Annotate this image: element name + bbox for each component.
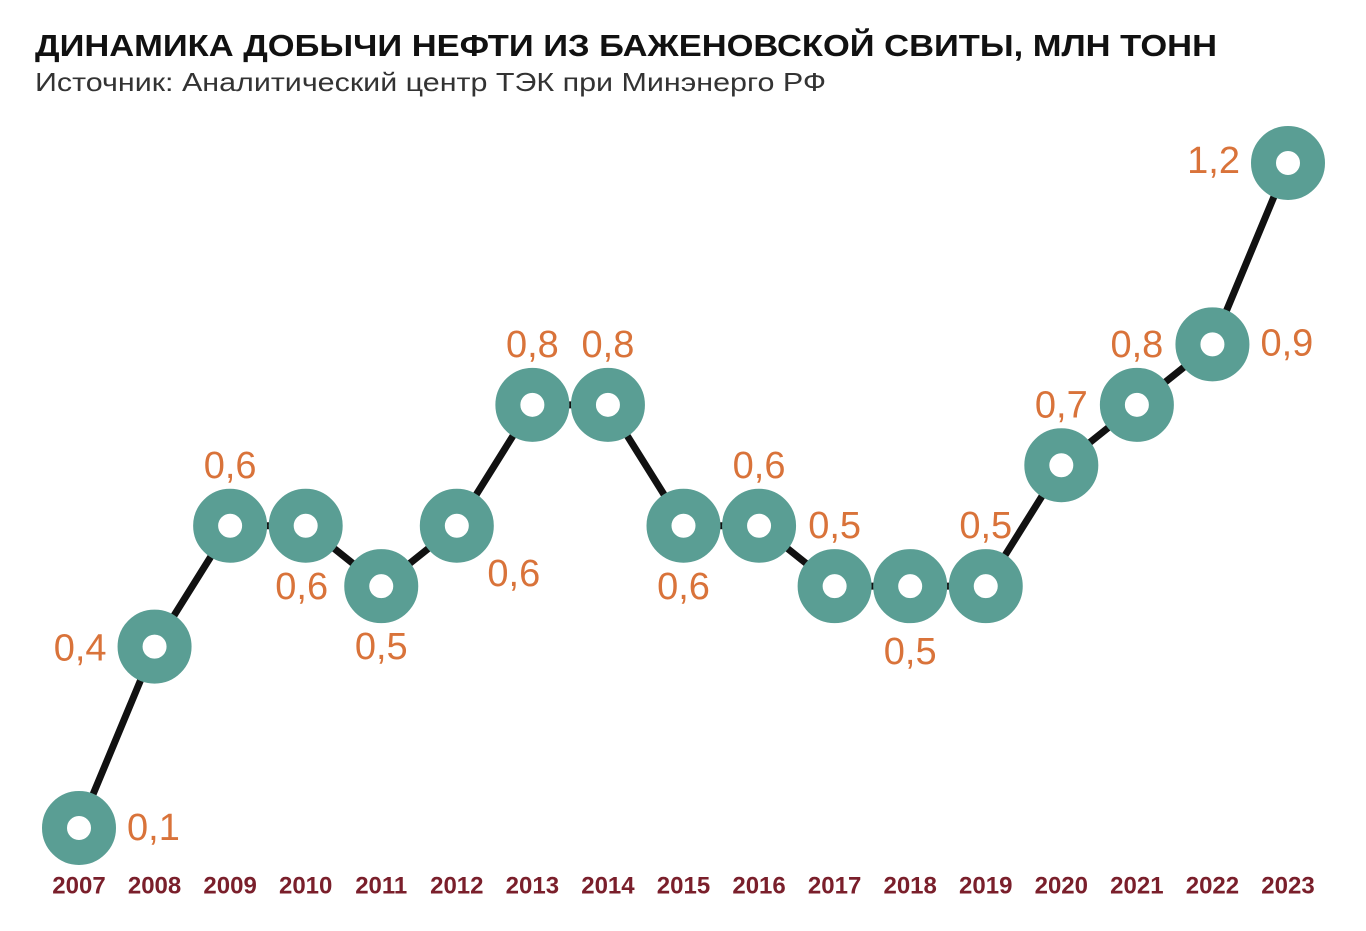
- x-tick-label: 2012: [430, 872, 483, 899]
- data-point: [1175, 307, 1250, 382]
- x-tick-label: 2018: [883, 872, 936, 899]
- data-label: 0,5: [959, 505, 1012, 547]
- data-label: 0,6: [275, 566, 328, 608]
- data-point: [495, 367, 570, 442]
- data-point: [873, 549, 948, 624]
- x-tick-label: 2019: [959, 872, 1012, 899]
- x-tick-label: 2011: [355, 872, 407, 899]
- x-tick-label: 2020: [1035, 872, 1088, 899]
- data-label: 0,6: [487, 553, 540, 595]
- x-tick-label: 2010: [279, 872, 332, 899]
- data-label: 0,8: [1110, 324, 1163, 366]
- data-point: [344, 549, 419, 624]
- chart-title: ДИНАМИКА ДОБЫЧИ НЕФТИ ИЗ БАЖЕНОВСКОЙ СВИ…: [35, 27, 1217, 63]
- x-tick-label: 2015: [657, 872, 710, 899]
- x-tick-label: 2013: [506, 872, 559, 899]
- x-tick-label: 2008: [128, 872, 181, 899]
- data-label: 0,8: [506, 324, 559, 366]
- data-label: 0,1: [127, 807, 180, 849]
- x-tick-label: 2023: [1261, 872, 1314, 899]
- data-point: [948, 549, 1023, 624]
- data-label: 0,6: [204, 445, 257, 487]
- data-point: [1251, 126, 1325, 200]
- x-tick-label: 2009: [203, 872, 256, 899]
- data-label: 0,8: [582, 324, 635, 366]
- x-tick-label: 2016: [732, 872, 785, 899]
- chart-subtitle: Источник: Аналитический центр ТЭК при Ми…: [35, 67, 826, 97]
- data-label: 0,5: [884, 631, 937, 673]
- data-label: 0,4: [54, 628, 107, 670]
- data-label: 0,6: [657, 566, 710, 608]
- data-point: [419, 488, 494, 563]
- data-label: 0,5: [808, 505, 861, 547]
- data-point: [42, 791, 116, 865]
- data-point: [268, 488, 343, 563]
- x-tick-label: 2007: [52, 872, 105, 899]
- x-tick-label: 2021: [1110, 872, 1163, 899]
- data-point: [193, 488, 268, 563]
- data-point: [722, 488, 797, 563]
- data-point: [646, 488, 721, 563]
- data-point: [570, 367, 645, 442]
- data-point: [1099, 367, 1174, 442]
- data-label: 0,9: [1260, 322, 1313, 364]
- x-tick-label: 2014: [581, 872, 635, 899]
- x-tick-label: 2017: [808, 872, 861, 899]
- data-point: [797, 549, 872, 624]
- data-label: 0,7: [1035, 384, 1088, 426]
- data-point: [117, 609, 192, 684]
- data-label: 0,5: [355, 626, 408, 668]
- x-tick-label: 2022: [1186, 872, 1239, 899]
- data-point: [1024, 428, 1099, 503]
- data-label: 1,2: [1187, 140, 1240, 182]
- data-label: 0,6: [733, 445, 786, 487]
